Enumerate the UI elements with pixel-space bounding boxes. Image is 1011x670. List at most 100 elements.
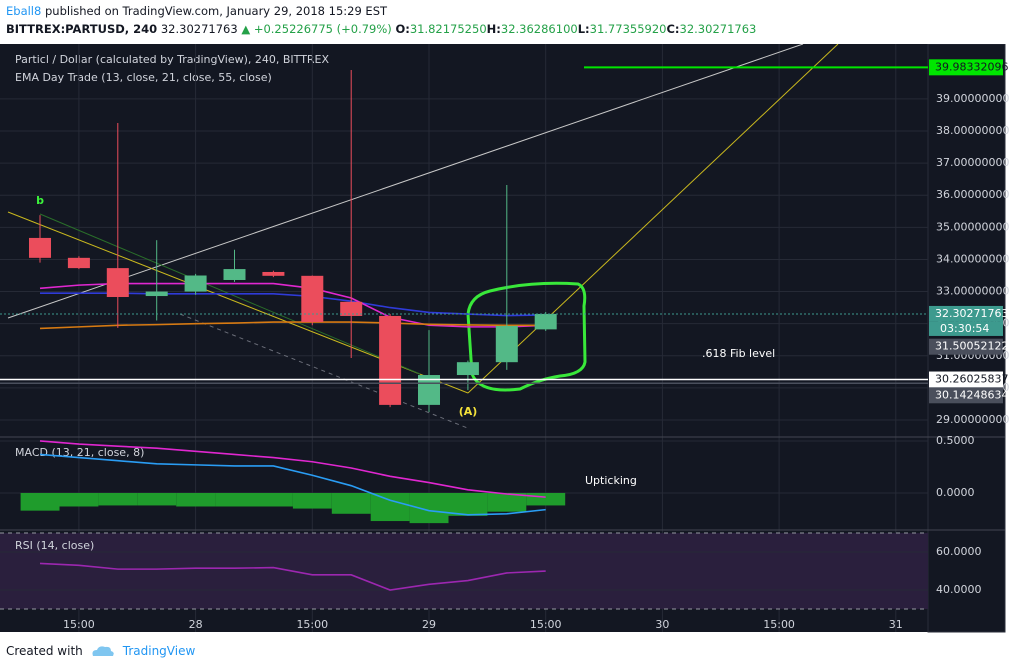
indicator-line [39,453,546,516]
annotation: .618 Fib level [702,347,775,360]
histogram-bar [254,492,293,507]
ohlc-value: 31.82175250 [409,22,487,36]
quote-line: BITTREX:PARTUSD, 240 32.30271763 ▲ +0.25… [6,20,756,38]
change: ▲ +0.25226775 (+0.79%) [241,22,392,36]
y-tick-label: 36.00000000 [936,188,1009,201]
price-label: 30.26025837 [935,373,1008,386]
candle-body [29,237,51,258]
annotation: Upticking [585,474,637,487]
histogram-bar [137,492,177,506]
price-label-bg [929,338,1003,355]
annotation: b [36,194,44,207]
price-label: 30.14248634 [935,388,1008,401]
candle-body [418,375,440,405]
x-tick-label: 15:00 [63,618,95,631]
publish-line: Eball8 published on TradingView.com, Jan… [6,2,756,20]
price-label: 39.98332096 [935,60,1008,73]
brand[interactable]: TradingView [122,644,196,658]
rsi-band [0,533,928,610]
trendline [179,313,471,430]
histogram-bar [409,492,449,524]
histogram-bar [370,492,410,522]
candle-body [495,325,518,363]
ohlc: O:31.82175250H:32.36286100L:31.77355920C… [395,22,756,36]
y-tick-label: 38.00000000 [936,124,1009,137]
histogram-bar [526,492,566,506]
ohlc-label: O: [395,22,410,36]
y-tick-label: 39.00000000 [936,92,1009,105]
price-axis [927,44,1006,633]
candle-body [534,313,557,330]
price-label-bg [929,59,1003,76]
candle-body [67,257,90,269]
price-label-bg [929,387,1003,404]
ohlc-label: H: [486,22,501,36]
y-tick-label: 35.00000000 [936,220,1009,233]
candle-body [184,275,207,292]
candle-body [262,271,285,276]
published: published on TradingView.com, January 29… [44,4,388,18]
countdown: 03:30:54 [940,322,989,335]
ohlc-label: C: [666,22,680,36]
indicator-line [39,562,546,591]
y-tick-label: 0.0000 [936,486,975,499]
y-tick-label: 33.00000000 [936,285,1009,298]
indicator-line [39,321,546,330]
x-tick-label: 31 [889,618,903,631]
x-tick-label: 28 [189,618,203,631]
candle-body [456,362,479,376]
histogram-bar [59,492,99,507]
ohlc-value: 31.77355920 [589,22,667,36]
candle-body [223,269,246,280]
highlight [466,281,587,392]
histogram-bar [292,492,332,509]
histogram-bar [176,492,216,507]
candle-body [145,291,168,297]
trendline [467,44,839,394]
x-tick-label: 29 [422,618,436,631]
candle-body [379,315,402,405]
x-tick-label: 15:00 [296,618,328,631]
y-tick-label: 40.0000 [936,583,982,596]
candle-body [301,275,324,323]
y-tick-label: 29.00000000 [936,413,1009,426]
histogram-bar [215,492,254,507]
candle-body [340,301,363,316]
price-label-bg [929,305,1003,322]
x-tick-label: 15:00 [530,618,562,631]
pane-title: RSI (14, close) [15,539,94,552]
y-tick-label: 60.0000 [936,545,982,558]
price: 32.30271763 [160,22,238,36]
ohlc-value: 32.30271763 [679,22,757,36]
histogram-bar [331,492,371,514]
countdown-bg [929,321,1003,336]
candle-body [106,268,129,298]
histogram-bar [98,492,138,506]
logo [92,646,114,656]
histogram-bar [20,492,60,511]
created-with: Created with [6,644,83,658]
x-tick-label: 15:00 [763,618,795,631]
chart: 29.0000000030.0000000031.0000000032.0000… [0,44,1009,633]
pane-subtitle: EMA Day Trade (13, close, 21, close, 55,… [15,71,272,84]
y-tick-label: 34.00000000 [936,252,1009,265]
y-tick-label: 37.00000000 [936,156,1009,169]
footer: Created with TradingView [6,644,195,658]
histogram-bar [448,492,488,516]
x-tick-label: 30 [655,618,669,631]
ohlc-value: 32.36286100 [500,22,578,36]
annotation: (A) [459,405,478,418]
price-label-bg [929,371,1003,388]
histogram-bar [487,492,527,512]
trendline [7,44,804,319]
symbol: BITTREX:PARTUSD, 240 [6,22,158,36]
header: Eball8 published on TradingView.com, Jan… [6,2,756,38]
ohlc-label: L: [577,22,590,36]
price-label: 32.30271763 [935,307,1008,320]
y-tick-label: 0.5000 [936,434,975,447]
price-label: 31.50052122 [935,340,1008,353]
indicator-line [39,440,546,498]
pane-title: Particl / Dollar (calculated by TradingV… [15,53,330,66]
author[interactable]: Eball8 [6,4,42,18]
